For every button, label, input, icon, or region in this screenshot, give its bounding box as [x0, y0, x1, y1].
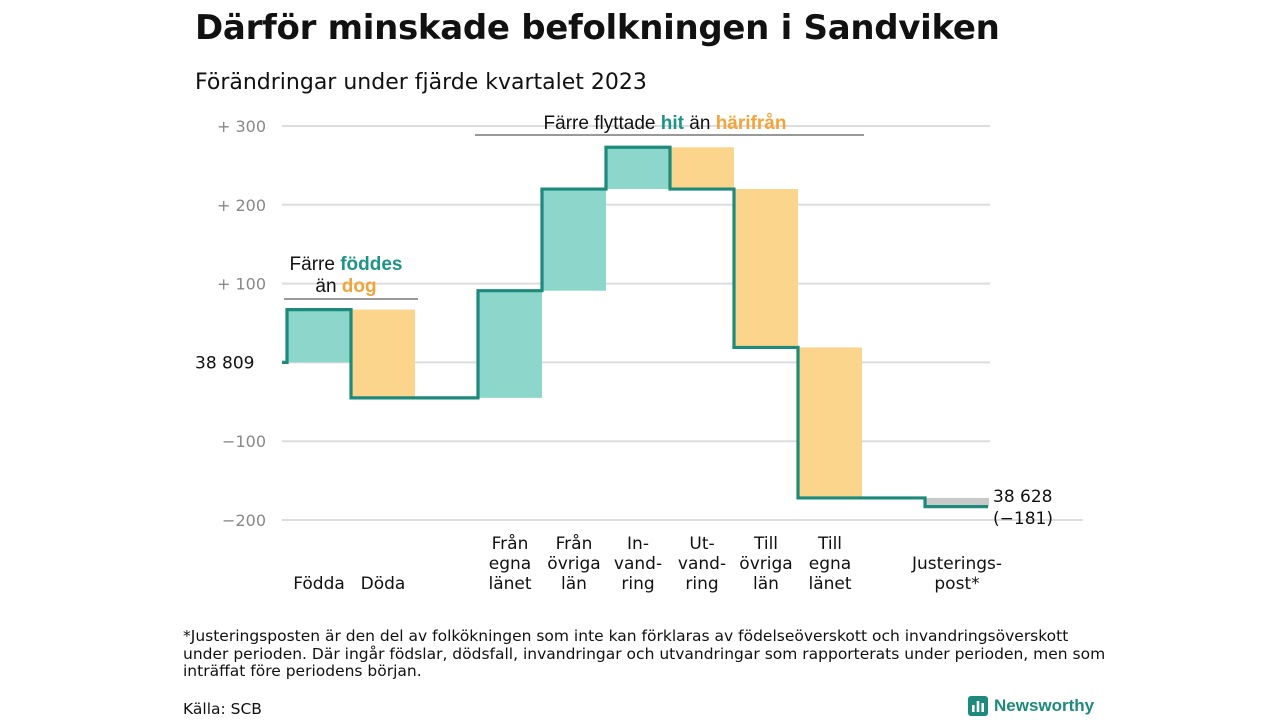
- footnote: *Justeringsposten är den del av folkökni…: [183, 627, 1106, 680]
- bar-5: [606, 147, 670, 190]
- brand-name: Newsworthy: [994, 696, 1095, 715]
- baseline-label: 38 809: [195, 353, 254, 373]
- bar-2: [351, 309, 415, 398]
- bar-6: [670, 147, 734, 190]
- category-label: länet: [808, 574, 851, 594]
- category-label: ring: [621, 574, 654, 594]
- bar-4: [542, 189, 606, 291]
- bar-9: [925, 497, 989, 507]
- y-tick-label: + 100: [217, 275, 266, 294]
- group-label-births-deaths: Färre föddes: [290, 254, 403, 275]
- category-label: Till: [753, 534, 778, 554]
- y-tick-label: −200: [222, 511, 266, 530]
- category-label: Från: [492, 533, 529, 554]
- cumulative-step-line: [282, 145, 988, 509]
- category-label: egna: [809, 554, 851, 574]
- group-label-births-deaths: än dog: [315, 276, 376, 297]
- category-label: Födda: [293, 574, 345, 594]
- category-label: Justerings-: [911, 554, 1002, 574]
- category-label: länet: [488, 574, 531, 594]
- bar-chart-icon: [968, 696, 988, 716]
- bar-1: [287, 309, 351, 363]
- category-label: In-: [627, 534, 649, 554]
- category-label: övriga: [739, 554, 792, 574]
- chart-title: Därför minskade befolkningen i Sandviken: [195, 8, 1000, 48]
- end-value-label: 38 628: [993, 487, 1052, 507]
- category-label: post*: [934, 574, 979, 594]
- waterfall-chart: + 300 + 200 + 100 −100 −200 38 809 38 628(−181…: [195, 113, 1083, 594]
- bar-7: [734, 189, 798, 348]
- category-label: län: [561, 574, 587, 594]
- y-tick-label: + 200: [217, 196, 266, 215]
- group-label-migration: Färre flyttade hit än härifrån: [544, 113, 787, 134]
- category-label: Ut-: [689, 534, 714, 554]
- category-label: Till: [817, 534, 842, 554]
- y-tick-label: −100: [222, 432, 266, 451]
- category-label: Döda: [361, 574, 406, 594]
- category-label: vand-: [614, 554, 662, 574]
- brand-logo: Newsworthy: [968, 696, 1094, 716]
- chart-subtitle: Förändringar under fjärde kvartalet 2023: [195, 70, 647, 95]
- category-label: egna: [489, 554, 531, 574]
- category-label: vand-: [678, 554, 726, 574]
- category-label: Från: [556, 533, 593, 554]
- end-change-label: (−181): [993, 509, 1053, 529]
- source-label: Källa: SCB: [183, 700, 262, 718]
- bar-3: [478, 290, 542, 398]
- category-label: län: [753, 574, 779, 594]
- bar-8: [798, 347, 862, 498]
- y-tick-label: + 300: [217, 117, 266, 136]
- category-label: övriga: [547, 554, 600, 574]
- category-label: ring: [685, 574, 718, 594]
